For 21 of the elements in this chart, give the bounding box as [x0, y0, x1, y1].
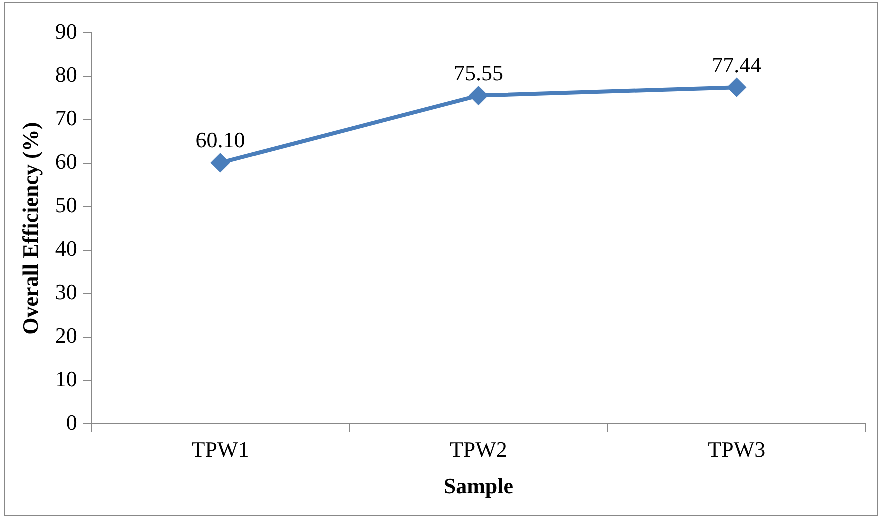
y-tick-label: 40 [55, 236, 78, 262]
y-axis-title: Overall Efficiency (%) [18, 122, 43, 335]
y-tick-label: 80 [55, 62, 78, 88]
point [728, 78, 746, 97]
x-tick-label: TPW1 [192, 437, 250, 462]
point [212, 154, 230, 172]
y-tick-label: 30 [55, 280, 78, 305]
y-tick-label: 0 [66, 410, 78, 435]
y-tick-label: 90 [55, 18, 78, 44]
x-tick-label: TPW2 [450, 437, 508, 462]
y-tick-label: 70 [55, 106, 78, 131]
y-tick-label: 10 [55, 366, 78, 392]
data-label: 77.44 [712, 52, 762, 78]
x-axis-title: Sample [444, 473, 514, 498]
y-tick-label: 60 [55, 149, 78, 174]
y-tick-label: 20 [55, 323, 78, 348]
y-tick-label: 50 [55, 192, 78, 218]
data-label: 60.10 [196, 128, 246, 153]
data-label: 75.55 [454, 60, 504, 86]
x-tick-label: TPW3 [708, 437, 766, 462]
point [470, 86, 488, 105]
